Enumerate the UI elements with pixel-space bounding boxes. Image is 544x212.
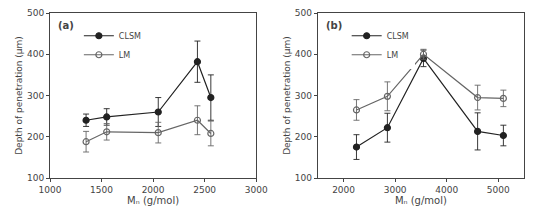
svg-text:(a): (a)	[58, 20, 74, 31]
svg-text:Depth of penetration (μm): Depth of penetration (μm)	[14, 36, 24, 155]
svg-text:Mₙ (g/mol): Mₙ (g/mol)	[395, 195, 447, 206]
svg-text:3000: 3000	[245, 185, 268, 195]
svg-text:2000: 2000	[332, 185, 355, 195]
svg-text:3000: 3000	[384, 185, 407, 195]
svg-text:2500: 2500	[193, 185, 216, 195]
svg-text:200: 200	[27, 132, 44, 142]
svg-text:100: 100	[295, 173, 312, 183]
svg-text:4000: 4000	[435, 185, 458, 195]
svg-text:(b): (b)	[326, 20, 342, 31]
svg-text:CLSM: CLSM	[119, 32, 141, 41]
svg-text:2000: 2000	[142, 185, 165, 195]
svg-text:500: 500	[295, 8, 312, 18]
svg-text:100: 100	[27, 173, 44, 183]
svg-text:400: 400	[27, 49, 44, 59]
svg-text:LM: LM	[119, 51, 130, 60]
svg-text:LM: LM	[387, 51, 398, 60]
svg-text:1000: 1000	[39, 185, 62, 195]
svg-text:5000: 5000	[487, 185, 510, 195]
svg-text:Mₙ (g/mol): Mₙ (g/mol)	[127, 195, 179, 206]
svg-text:300: 300	[295, 91, 312, 101]
svg-text:Depth of penetration (μm): Depth of penetration (μm)	[282, 36, 292, 155]
svg-text:1500: 1500	[90, 185, 113, 195]
svg-text:CLSM: CLSM	[387, 32, 409, 41]
svg-text:500: 500	[27, 8, 44, 18]
svg-text:200: 200	[295, 132, 312, 142]
svg-text:400: 400	[295, 49, 312, 59]
svg-text:300: 300	[27, 91, 44, 101]
